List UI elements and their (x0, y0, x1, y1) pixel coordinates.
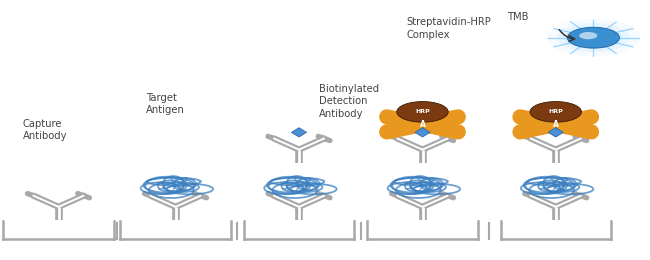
Text: A: A (552, 120, 559, 129)
Circle shape (567, 27, 619, 48)
Text: HRP: HRP (549, 109, 563, 114)
Text: Capture
Antibody: Capture Antibody (23, 119, 67, 141)
Polygon shape (548, 128, 564, 137)
Circle shape (396, 102, 448, 122)
Circle shape (579, 32, 597, 39)
Text: Streptavidin-HRP
Complex: Streptavidin-HRP Complex (406, 17, 491, 40)
Text: Target
Antigen: Target Antigen (146, 93, 185, 115)
Circle shape (547, 19, 640, 56)
Text: A: A (419, 120, 426, 129)
Polygon shape (415, 128, 430, 137)
Text: HRP: HRP (415, 109, 430, 114)
Polygon shape (291, 128, 307, 137)
Circle shape (530, 102, 582, 122)
Text: Biotinylated
Detection
Antibody: Biotinylated Detection Antibody (318, 84, 378, 119)
Text: TMB: TMB (507, 12, 528, 22)
Circle shape (557, 23, 630, 52)
Circle shape (565, 26, 622, 49)
